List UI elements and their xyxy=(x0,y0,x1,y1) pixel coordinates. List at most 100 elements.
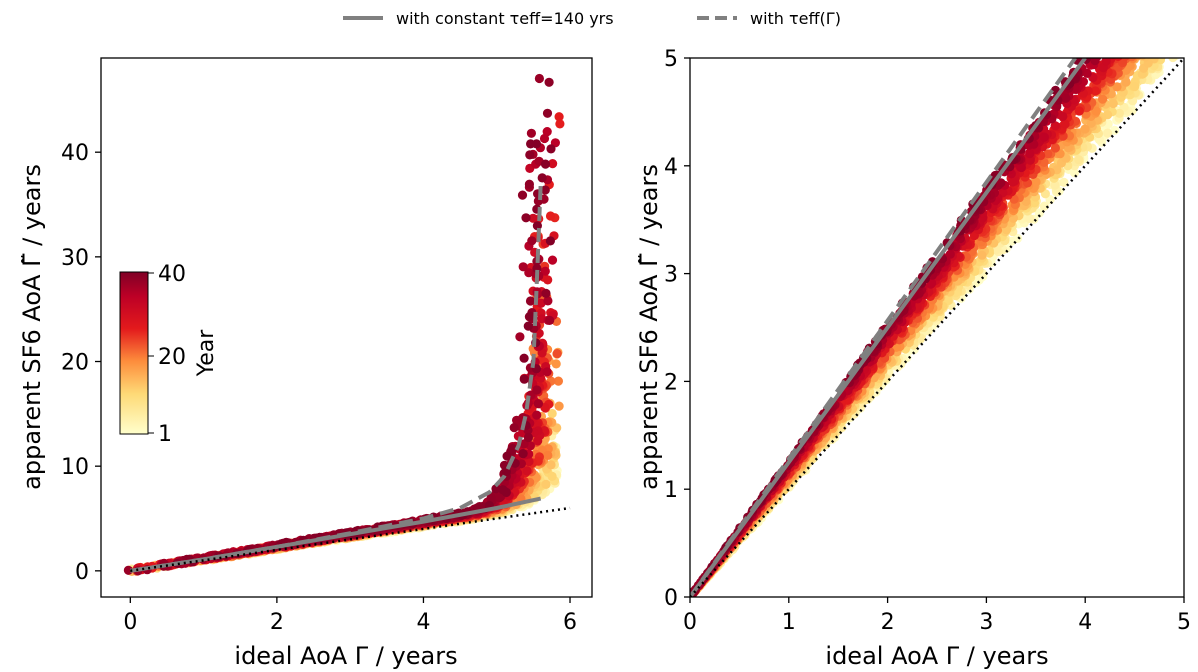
scatter-point xyxy=(519,353,529,363)
scatter-point xyxy=(1126,6,1135,15)
scatter-point xyxy=(538,34,547,43)
scatter-point xyxy=(1109,41,1118,50)
scatter-point xyxy=(1025,214,1035,224)
scatter-point xyxy=(1114,19,1123,28)
scatter-point xyxy=(551,359,561,369)
scatter-point xyxy=(517,190,528,200)
scatter-point xyxy=(1179,15,1188,24)
scatter-point xyxy=(1142,1,1151,10)
scatter-point xyxy=(1043,149,1053,159)
scatter-point xyxy=(1147,39,1156,48)
scatter-point xyxy=(1133,7,1142,16)
scatter-point xyxy=(1156,33,1165,42)
scatter-point xyxy=(1128,23,1137,32)
scatter-point xyxy=(1170,42,1179,51)
colorbar-tick-label-40: 40 xyxy=(158,262,186,287)
scatter-point xyxy=(1064,131,1075,141)
scatter-point xyxy=(1074,106,1084,116)
scatter-point xyxy=(1159,33,1168,42)
scatter-point xyxy=(1142,0,1151,4)
scatter-point xyxy=(1101,58,1111,66)
scatter-point xyxy=(1170,0,1179,2)
scatter-point xyxy=(1113,39,1122,48)
scatter-point xyxy=(537,173,547,183)
scatter-point xyxy=(1131,2,1140,11)
scatter-point xyxy=(1124,46,1133,55)
scatter-point xyxy=(1137,0,1146,1)
scatter-point xyxy=(1080,124,1090,134)
scatter-point xyxy=(1139,5,1148,14)
scatter-point xyxy=(1110,43,1119,52)
scatter-point xyxy=(546,460,556,470)
scatter-point xyxy=(1118,18,1127,27)
scatter-point xyxy=(1118,30,1127,39)
scatter-point xyxy=(542,108,553,118)
scatter-point xyxy=(1110,30,1119,39)
scatter-point xyxy=(526,128,537,138)
scatter-point xyxy=(1144,21,1153,30)
scatter-point xyxy=(1142,21,1151,30)
scatter-point xyxy=(1108,98,1118,109)
scatter-point xyxy=(1128,43,1137,52)
scatter-point xyxy=(1139,2,1148,11)
scatter-point xyxy=(1165,36,1174,45)
scatter-point xyxy=(1143,14,1152,23)
scatter-point xyxy=(1143,12,1152,21)
scatter-point xyxy=(1129,28,1138,37)
scatter-point xyxy=(554,112,564,122)
scatter-point xyxy=(1175,0,1184,6)
scatter-point xyxy=(1144,0,1153,6)
scatter-point xyxy=(543,450,553,460)
scatter-point xyxy=(1135,15,1144,24)
scatter-point xyxy=(1154,0,1163,9)
scatter-point xyxy=(1147,45,1156,54)
scatter-point xyxy=(1060,119,1070,129)
scatter-point xyxy=(1114,24,1123,33)
scatter-point xyxy=(1148,39,1157,48)
scatter-point xyxy=(1138,43,1147,52)
scatter-point xyxy=(523,321,533,331)
scatter-point xyxy=(545,315,555,325)
scatter-point xyxy=(1091,106,1101,116)
scatter-point xyxy=(544,77,554,87)
legend-item-variable: with τeff(Γ) xyxy=(750,9,841,28)
scatter-point xyxy=(498,485,508,495)
scatter-point xyxy=(1143,7,1152,16)
scatter-point xyxy=(1142,30,1151,39)
scatter-point xyxy=(1121,30,1130,39)
scatter-point xyxy=(1169,10,1178,19)
scatter-point xyxy=(1161,22,1170,31)
scatter-point xyxy=(525,296,536,306)
scatter-point xyxy=(1171,48,1180,57)
scatter-point xyxy=(1098,94,1108,104)
scatter-point xyxy=(1172,2,1181,11)
scatter-point xyxy=(1016,162,1026,172)
left-variable-line xyxy=(129,183,543,573)
left-identity-line xyxy=(130,506,571,573)
scatter-point xyxy=(1109,21,1118,30)
colorbar-tick-label-1: 1 xyxy=(158,422,172,447)
scatter-point xyxy=(542,367,552,377)
scatter-point xyxy=(1145,21,1154,30)
scatter-point xyxy=(1147,34,1156,43)
scatter-point xyxy=(1102,41,1111,50)
scatter-point xyxy=(1140,0,1149,1)
scatter-point xyxy=(1158,13,1167,22)
scatter-point xyxy=(1137,32,1146,41)
scatter-point xyxy=(525,311,535,321)
scatter-point xyxy=(1131,34,1140,43)
scatter-point xyxy=(518,262,528,272)
scatter-point xyxy=(1171,22,1180,31)
scatter-point xyxy=(1149,2,1158,11)
scatter-point xyxy=(1169,43,1178,52)
scatter-point xyxy=(1145,21,1154,30)
colorbar-gradient xyxy=(119,271,149,435)
colorbar: 40 20 1 Year xyxy=(119,262,219,447)
scatter-point xyxy=(1158,28,1167,37)
scatter-point xyxy=(548,159,558,169)
scatter-point xyxy=(1121,58,1130,61)
scatter-point xyxy=(1164,31,1173,40)
scatter-point xyxy=(1120,29,1129,38)
